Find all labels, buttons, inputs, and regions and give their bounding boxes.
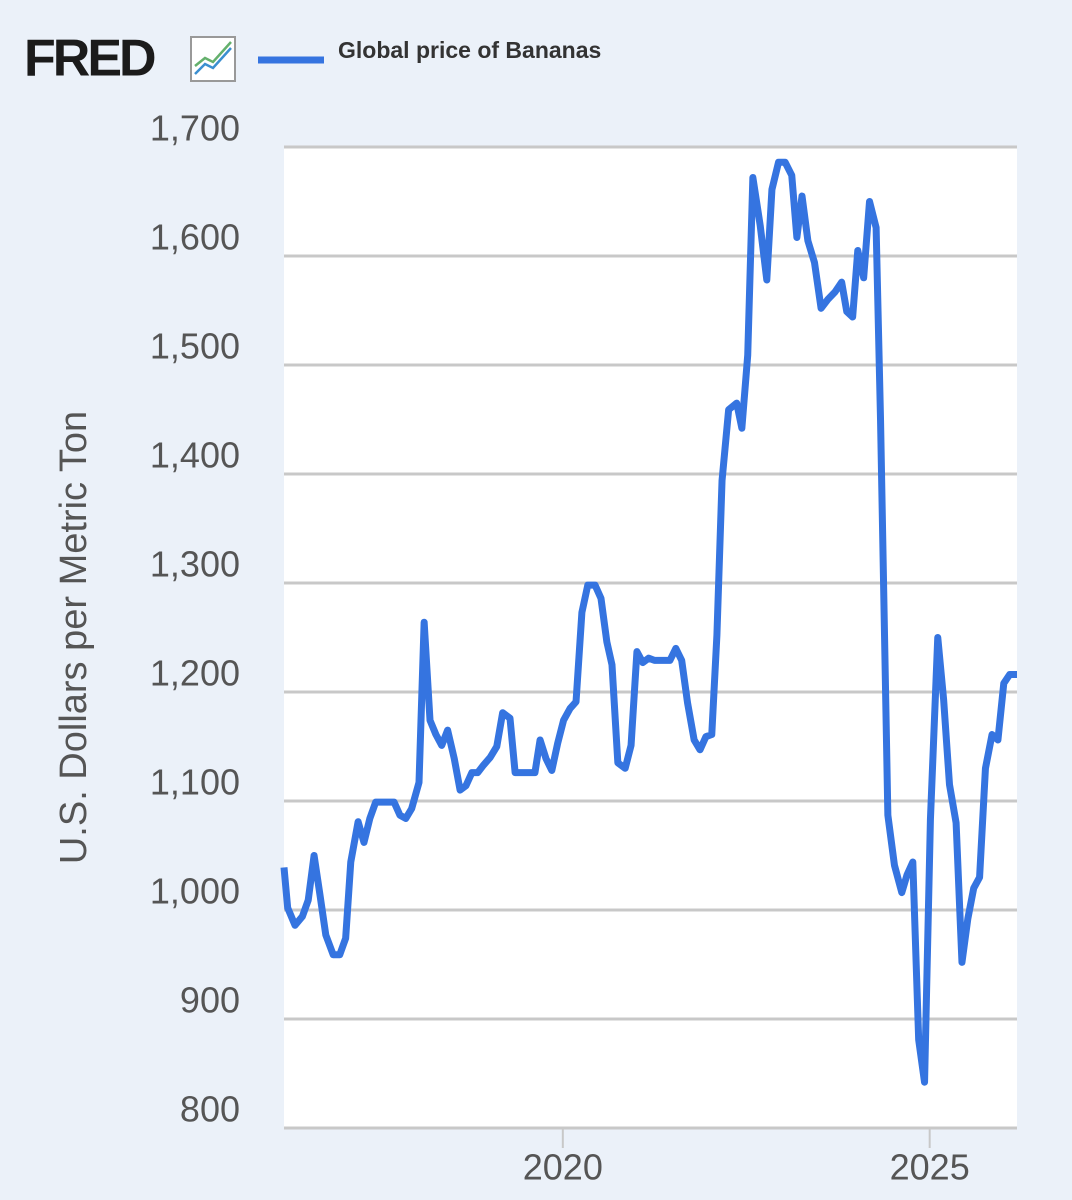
y-tick-label: 900 (180, 980, 240, 1021)
y-tick-label: 1,000 (150, 871, 240, 912)
x-tick-label: 2020 (523, 1147, 603, 1188)
y-tick-label: 1,500 (150, 326, 240, 367)
y-tick-label: 800 (180, 1089, 240, 1130)
y-tick-label: 1,100 (150, 762, 240, 803)
logo-icon (190, 36, 236, 82)
data-line (280, 158, 1017, 1086)
logo: FRED (24, 30, 155, 88)
y-axis-label: U.S. Dollars per Metric Ton (53, 411, 95, 864)
y-tick-label: 1,400 (150, 435, 240, 476)
y-tick-label: 1,600 (150, 217, 240, 258)
y-tick-label: 1,200 (150, 653, 240, 694)
y-tick-label: 1,700 (150, 108, 240, 149)
plot-area (284, 147, 1017, 1128)
x-tick-label: 2025 (890, 1147, 970, 1188)
y-tick-label: 1,300 (150, 544, 240, 585)
legend-label: Global price of Bananas (338, 37, 601, 63)
